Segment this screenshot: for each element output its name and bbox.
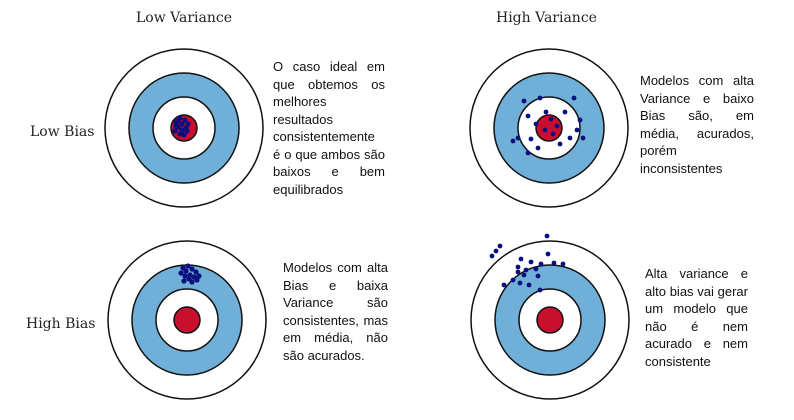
dot — [493, 248, 499, 254]
dot — [567, 135, 573, 141]
description-low-bias-high-variance: Modelos com alta Variance e baixo Bias s… — [640, 73, 754, 176]
dot — [543, 109, 549, 115]
dot — [521, 98, 527, 104]
dot — [182, 117, 188, 123]
dot — [179, 121, 185, 127]
dot — [557, 141, 563, 147]
bullseye — [173, 306, 201, 334]
dot — [542, 127, 548, 133]
dot — [562, 109, 568, 115]
dot — [510, 277, 516, 283]
dot — [187, 272, 193, 278]
dot — [515, 264, 521, 270]
dot — [551, 260, 557, 266]
dot — [533, 121, 539, 127]
dot — [172, 128, 178, 134]
dot — [193, 269, 199, 275]
dot — [577, 117, 583, 123]
dot — [185, 263, 191, 269]
column-title-low-variance: Low Variance — [136, 10, 232, 26]
dot — [515, 135, 521, 141]
dot — [518, 256, 524, 262]
dot — [525, 150, 531, 156]
dot — [571, 95, 577, 101]
dot — [550, 131, 556, 137]
dot — [517, 280, 523, 286]
dots-group — [178, 263, 202, 285]
dot — [526, 282, 532, 288]
dot — [181, 278, 187, 284]
dot — [544, 233, 550, 239]
dot — [497, 243, 503, 249]
dot — [537, 287, 543, 293]
dot — [528, 136, 534, 142]
dot — [533, 266, 539, 272]
dot — [560, 261, 566, 267]
dot — [535, 273, 541, 279]
dot — [521, 272, 527, 278]
dot — [182, 273, 188, 279]
description-low-bias-low-variance: O caso ideal em que obtemos os melhores … — [273, 59, 385, 197]
dot — [515, 269, 521, 275]
column-title-high-variance: High Variance — [496, 10, 597, 26]
dot — [528, 259, 534, 265]
dot — [489, 253, 495, 259]
dot — [510, 138, 516, 144]
dot — [189, 266, 195, 272]
dots-group — [489, 233, 566, 293]
dot — [574, 127, 580, 133]
dot — [196, 273, 202, 279]
dot — [538, 261, 544, 267]
row-title-low-bias: Low Bias — [30, 124, 95, 140]
dots-group — [510, 95, 586, 156]
dot — [194, 277, 200, 283]
dot — [175, 118, 181, 124]
dot — [525, 113, 531, 119]
dot — [523, 267, 529, 273]
dots-group — [172, 115, 191, 138]
bullseye — [535, 114, 563, 142]
dot — [548, 116, 554, 122]
dot — [554, 123, 560, 129]
dot — [184, 128, 190, 134]
bullseye — [536, 306, 564, 334]
dot — [189, 279, 195, 285]
description-high-bias-low-variance: Modelos com alta Bias e baixa Variance s… — [283, 260, 388, 363]
dot — [177, 131, 183, 137]
dot — [181, 132, 187, 138]
dot — [179, 127, 185, 133]
dot — [178, 270, 184, 276]
dot — [535, 145, 541, 151]
dot — [185, 121, 191, 127]
description-high-bias-high-variance: Alta variance e alto bias vai gerar um m… — [645, 266, 748, 369]
dot — [580, 135, 586, 141]
dot — [173, 123, 179, 129]
row-title-high-bias: High Bias — [26, 316, 96, 332]
dot — [545, 251, 551, 257]
dot — [183, 268, 189, 274]
dot — [537, 95, 543, 101]
dot — [501, 282, 507, 288]
